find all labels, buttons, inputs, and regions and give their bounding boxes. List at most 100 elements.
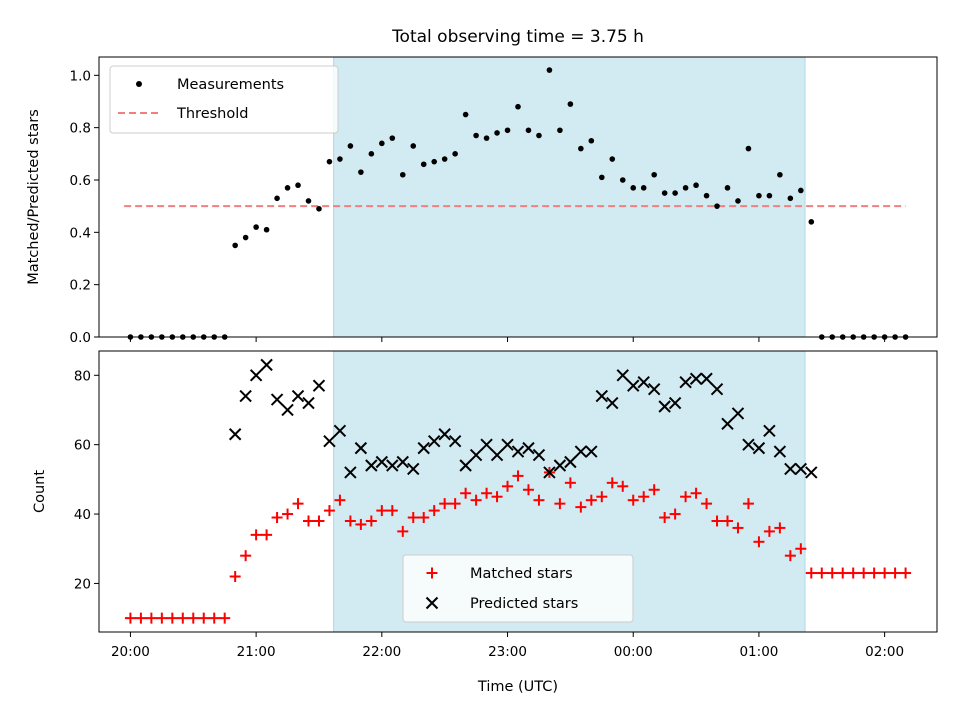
measurement-point: [735, 198, 741, 204]
measurement-point: [609, 156, 616, 162]
measurement-point: [651, 171, 657, 178]
legend-matched-marker: [426, 567, 438, 579]
x-tick-label: 02:00: [865, 644, 904, 660]
matched-star-point: [271, 512, 283, 524]
matched-star-point: [638, 491, 650, 503]
matched-star-point: [470, 494, 482, 506]
chart-title: Total observing time = 3.75 h: [391, 27, 644, 47]
matched-star-point: [313, 515, 325, 527]
top-observing-window-shade: [333, 56, 806, 338]
matched-star-point: [407, 512, 419, 524]
matched-star-point: [554, 498, 566, 510]
legend-cross-marker: [425, 596, 439, 610]
predicted-star-point: [490, 448, 504, 462]
measurement-point: [253, 224, 259, 230]
matched-star-point: [711, 515, 723, 527]
matched-star-point: [722, 515, 733, 527]
matched-star-point: [889, 567, 901, 579]
matched-star-point: [240, 550, 252, 562]
matched-star-point: [292, 498, 304, 510]
measurement-point: [703, 192, 710, 199]
predicted-star-point: [574, 445, 588, 458]
measurement-point: [714, 203, 720, 209]
predicted-star-point: [333, 424, 347, 437]
predicted-star-point: [647, 382, 661, 396]
bottom-legend-box: [402, 554, 634, 623]
x-tick-label: 22:00: [362, 644, 401, 660]
matched-star-point: [585, 494, 597, 506]
matched-star-point: [282, 508, 294, 520]
matched-star-point: [680, 491, 692, 503]
x-tick-label: 23:00: [488, 644, 527, 660]
measurement-point: [640, 185, 647, 191]
matched-star-point: [742, 498, 754, 510]
matched-star-point: [355, 518, 367, 530]
measurement-point: [588, 137, 595, 144]
x-tick-label: 00:00: [614, 644, 653, 660]
matched-star-point: [439, 498, 451, 510]
predicted-star-point: [679, 376, 692, 389]
matched-star-point: [323, 505, 335, 517]
matched-star-point: [669, 508, 681, 520]
matched-star-point: [303, 515, 314, 527]
top-y-tick-label: 1.0: [70, 68, 91, 84]
matched-star-point: [145, 612, 157, 624]
matched-star-point: [166, 612, 178, 624]
matched-star-point: [198, 612, 210, 624]
predicted-star-point: [375, 455, 389, 469]
bottom-y-axis-label: Count: [32, 470, 48, 513]
measurement-point: [546, 67, 553, 73]
predicted-star-point: [543, 466, 556, 479]
bottom-axes-frame: [98, 350, 938, 633]
predicted-star-point: [396, 455, 409, 469]
predicted-star-point: [731, 407, 745, 420]
x-axis-label: Time (UTC): [477, 679, 558, 695]
measurement-point: [504, 127, 511, 134]
measurement-point: [808, 219, 815, 225]
measurement-point: [630, 185, 637, 191]
matched-star-point: [397, 525, 409, 537]
bottom-predicted-points: [228, 358, 818, 479]
legend-predicted-marker: [425, 596, 439, 610]
predicted-star-point: [312, 379, 326, 392]
measurement-point: [745, 145, 752, 152]
legend-predicted-label: Predicted stars: [470, 596, 578, 612]
predicted-star-point: [794, 462, 808, 476]
predicted-star-point: [532, 448, 546, 462]
x-tick-label: 21:00: [237, 644, 276, 660]
predicted-star-point: [585, 445, 598, 458]
measurement-point: [661, 190, 668, 196]
matched-star-point: [795, 543, 807, 555]
predicted-star-point: [763, 424, 776, 437]
measurement-point: [777, 171, 783, 178]
measurement-point: [693, 182, 699, 189]
predicted-star-point: [710, 382, 724, 396]
measurement-point: [682, 185, 689, 191]
matched-star-point: [334, 494, 346, 506]
matched-star-point: [879, 567, 891, 579]
measurement-point: [295, 182, 301, 189]
predicted-star-point: [689, 372, 703, 385]
legend-threshold-label: Threshold: [176, 106, 248, 122]
predicted-star-point: [501, 438, 514, 451]
matched-star-point: [659, 512, 671, 524]
predicted-star-point: [469, 448, 483, 462]
matched-star-point: [418, 512, 430, 524]
matched-star-point: [229, 570, 241, 582]
predicted-star-point: [270, 393, 284, 406]
bottom-panel: 20 40 60 80 20:00 21:00 22:00 23:00 00:00 01:00 0…: [32, 350, 938, 695]
measurement-point: [232, 242, 238, 249]
matched-star-point: [219, 612, 231, 624]
predicted-star-point: [595, 389, 609, 403]
predicted-star-point: [365, 459, 378, 472]
top-y-axis-label: Matched/Predicted stars: [26, 109, 42, 285]
measurement-point: [578, 145, 584, 152]
matched-star-point: [135, 612, 147, 624]
legend-plus-marker: [426, 567, 438, 579]
predicted-star-point: [291, 389, 305, 403]
predicted-star-point: [773, 445, 787, 458]
measurement-point: [389, 135, 396, 141]
predicted-star-point: [448, 434, 462, 448]
top-legend-box: [109, 65, 339, 134]
predicted-star-point: [511, 445, 525, 458]
